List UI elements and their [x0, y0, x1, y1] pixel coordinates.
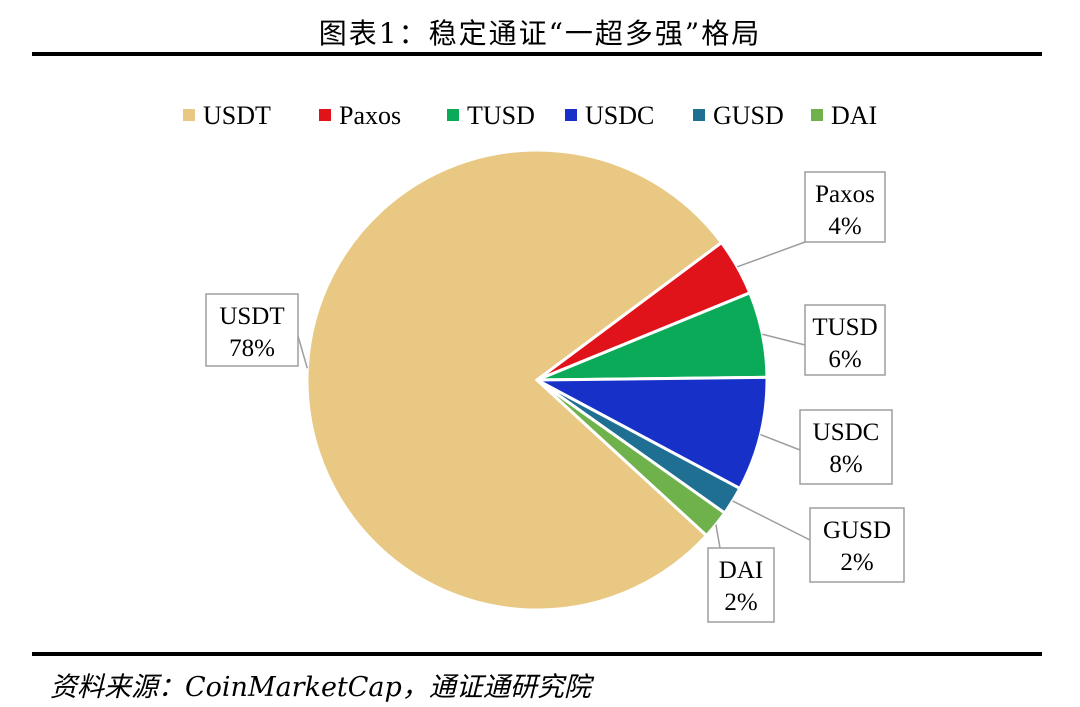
legend: USDT Paxos TUSD USDC GUSD DAI	[183, 101, 877, 130]
leader-line-tusd	[762, 333, 806, 346]
legend-swatch-dai	[811, 109, 823, 121]
label-name-usdt: USDT	[219, 303, 284, 330]
label-value-gusd: 2%	[840, 549, 873, 576]
pie-slices	[305, 148, 769, 612]
label-box-gusd	[809, 507, 905, 583]
label-name-dai: DAI	[719, 557, 763, 584]
label-value-paxos: 4%	[828, 213, 861, 240]
legend-label-gusd: GUSD	[713, 101, 784, 130]
label-name-tusd: TUSD	[812, 314, 877, 341]
source-note: 资料来源：CoinMarketCap，通证通研究院	[50, 672, 591, 703]
label-box-usdc	[799, 409, 893, 485]
legend-swatch-usdc	[565, 109, 577, 121]
label-name-paxos: Paxos	[815, 181, 875, 208]
legend-swatch-usdt	[183, 109, 195, 121]
legend-swatch-gusd	[693, 109, 705, 121]
legend-label-dai: DAI	[831, 101, 877, 130]
slice-usdc	[536, 375, 769, 491]
legend-swatch-paxos	[319, 109, 331, 121]
legend-label-usdc: USDC	[585, 101, 654, 130]
leader-line-dai	[715, 524, 721, 549]
top-rule	[32, 52, 1042, 56]
label-value-tusd: 6%	[828, 346, 861, 373]
legend-swatch-tusd	[447, 109, 459, 121]
legend-label-tusd: TUSD	[467, 101, 535, 130]
label-box-tusd	[804, 304, 886, 376]
label-box-usdt	[205, 293, 299, 367]
leader-line-gusd	[732, 500, 811, 541]
label-box-paxos	[804, 171, 886, 243]
label-value-dai: 2%	[724, 589, 757, 616]
slice-dai	[535, 378, 727, 538]
leader-line-usdt	[297, 335, 309, 369]
data-labels: USDT 78% Paxos 4% TUSD 6% USDC 8% GUSD 2% DAI 2%	[205, 171, 905, 623]
legend-label-paxos: Paxos	[339, 101, 401, 130]
label-value-usdc: 8%	[829, 451, 862, 478]
leader-line-usdc	[760, 433, 801, 451]
chart-title: 图表1：稳定通证“一超多强”格局	[318, 17, 762, 50]
leader-line-paxos	[736, 241, 806, 268]
label-value-usdt: 78%	[229, 335, 275, 362]
legend-label-usdt: USDT	[203, 101, 271, 130]
bottom-rule	[32, 652, 1042, 656]
label-box-dai	[707, 547, 775, 623]
slice-usdt	[305, 148, 724, 612]
label-name-usdc: USDC	[813, 419, 880, 446]
label-name-gusd: GUSD	[823, 517, 891, 544]
